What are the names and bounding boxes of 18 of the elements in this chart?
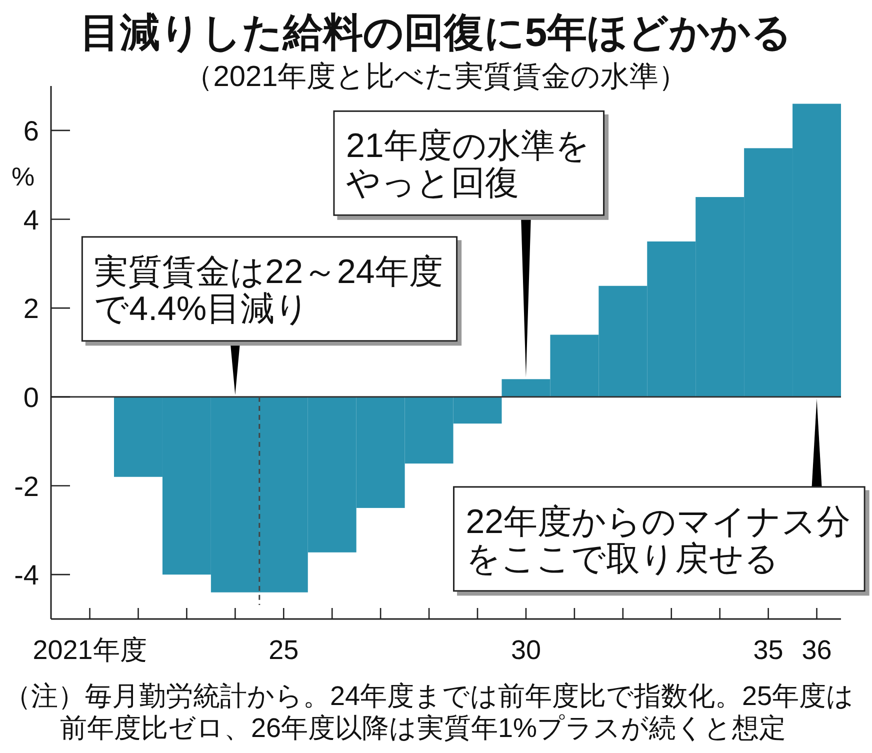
y-tick-label: 0 <box>23 382 39 413</box>
x-tick-label: 36 <box>802 635 832 665</box>
x-tick-label: 35 <box>753 635 784 665</box>
text: （注）毎月勤労統計から。24年度までは前年度比で指数化。25年度は前年度比ゼロ、26年度以降は実質年1%プラスが続くと想定 <box>4 681 854 743</box>
x-tick-label: 2021年度 <box>32 635 147 665</box>
annotation: 実質賃金は22～24年度で4.4%目減り <box>94 252 443 328</box>
chart-title: 目減りした給料の回復に5年ほどかかる <box>80 11 792 55</box>
y-tick-label: 4 <box>23 204 39 236</box>
y-tick-label: -2 <box>14 470 39 502</box>
y-tick-label: 2 <box>23 293 39 324</box>
y-axis-title: % <box>11 161 35 192</box>
annotation: 22年度からのマイナス分をここで取り戻せる <box>466 502 851 578</box>
chart-subtitle: （2021年度と比べた実質賃金の水準） <box>184 61 688 93</box>
x-tick-label: 25 <box>268 635 299 665</box>
x-tick-label: 30 <box>510 635 541 665</box>
annotation: 21年度の水準をやっと回復 <box>346 127 590 202</box>
y-tick-label: 6 <box>23 115 39 146</box>
y-tick-label: -4 <box>14 560 39 591</box>
